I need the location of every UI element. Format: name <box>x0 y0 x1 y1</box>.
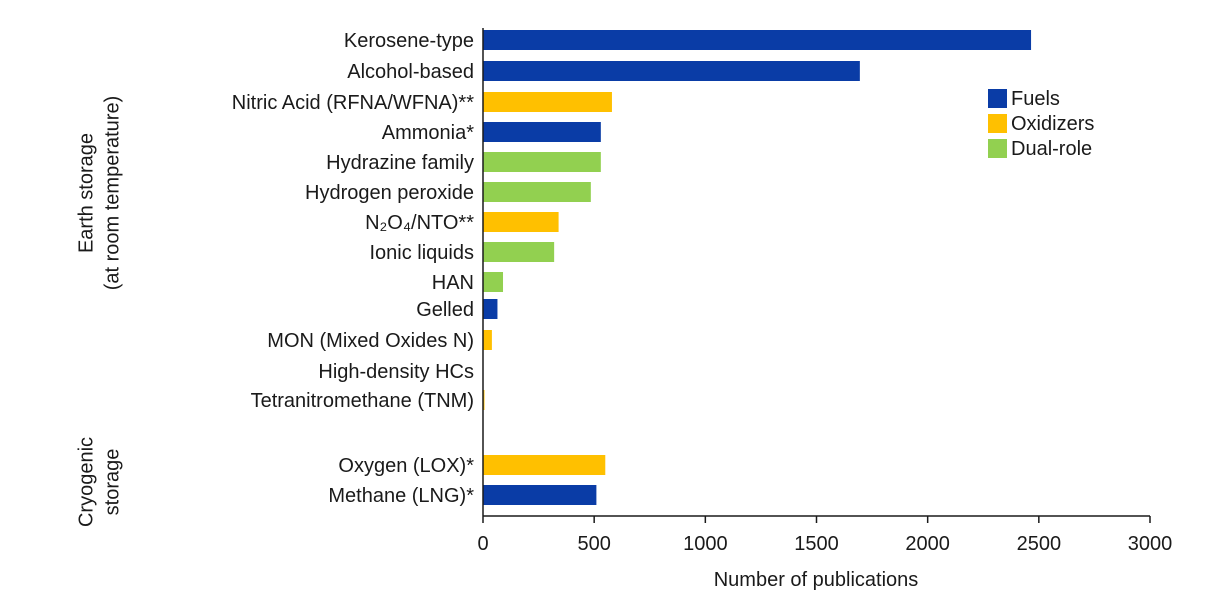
x-tick-label-5: 2500 <box>1017 533 1062 555</box>
category-label-5: Hydrogen peroxide <box>305 182 474 204</box>
category-label-9: Gelled <box>416 299 474 321</box>
bars-layer <box>483 30 1032 505</box>
bar-14 <box>483 485 597 505</box>
bar-8 <box>483 272 504 292</box>
category-label-0: Kerosene-type <box>344 30 474 52</box>
category-label-11: High-density HCs <box>318 361 474 383</box>
legend-label-2: Dual-role <box>1011 138 1092 160</box>
x-axis-ticks: 0 500 1000 1500 2000 2500 3000 <box>477 516 1172 555</box>
x-tick-label-3: 1500 <box>794 533 839 555</box>
bar-2 <box>483 92 612 112</box>
bar-0 <box>483 30 1032 50</box>
legend-label-1: Oxidizers <box>1011 113 1094 135</box>
legend: Fuels Oxidizers Dual-role <box>988 88 1094 160</box>
group-label-0-line-0: Earth storage <box>75 133 97 253</box>
bar-7 <box>483 242 555 262</box>
bar-9 <box>483 299 498 319</box>
legend-swatch-1 <box>988 114 1007 133</box>
category-label-13: Oxygen (LOX)* <box>338 455 474 477</box>
category-label-4: Hydrazine family <box>326 152 474 174</box>
group-label-1-line-0: Cryogenic <box>75 437 97 527</box>
x-tick-label-4: 2000 <box>905 533 950 555</box>
category-label-12: Tetranitromethane (TNM) <box>251 390 474 412</box>
category-label-8: HAN <box>432 272 474 294</box>
x-tick-label-2: 1000 <box>683 533 728 555</box>
bar-6 <box>483 212 559 232</box>
bar-3 <box>483 122 601 142</box>
legend-swatch-0 <box>988 89 1007 108</box>
category-label-14: Methane (LNG)* <box>328 485 474 507</box>
category-label-3: Ammonia* <box>382 122 474 144</box>
category-label-10: MON (Mixed Oxides N) <box>267 330 474 352</box>
category-label-2: Nitric Acid (RFNA/WFNA)** <box>232 92 474 114</box>
category-label-6: N₂O₄/NTO** <box>365 212 474 234</box>
bar-10 <box>483 330 492 350</box>
group-label-1-line-1: storage <box>101 449 123 516</box>
x-axis-title: Number of publications <box>714 569 919 591</box>
category-label-7: Ionic liquids <box>369 242 474 264</box>
x-tick-label-6: 3000 <box>1128 533 1173 555</box>
x-tick-label-0: 0 <box>477 533 488 555</box>
category-labels: Kerosene-type Alcohol-based Nitric Acid (R… <box>232 30 474 507</box>
bar-4 <box>483 152 601 172</box>
legend-label-0: Fuels <box>1011 88 1060 110</box>
category-label-1: Alcohol-based <box>347 61 474 83</box>
bar-5 <box>483 182 591 202</box>
bar-1 <box>483 61 860 81</box>
legend-swatch-2 <box>988 139 1007 158</box>
x-tick-label-1: 500 <box>577 533 610 555</box>
bar-13 <box>483 455 606 475</box>
group-label-0-line-1: (at room temperature) <box>101 96 123 291</box>
group-labels: Earth storage (at room temperature) Cryoge… <box>75 96 123 527</box>
